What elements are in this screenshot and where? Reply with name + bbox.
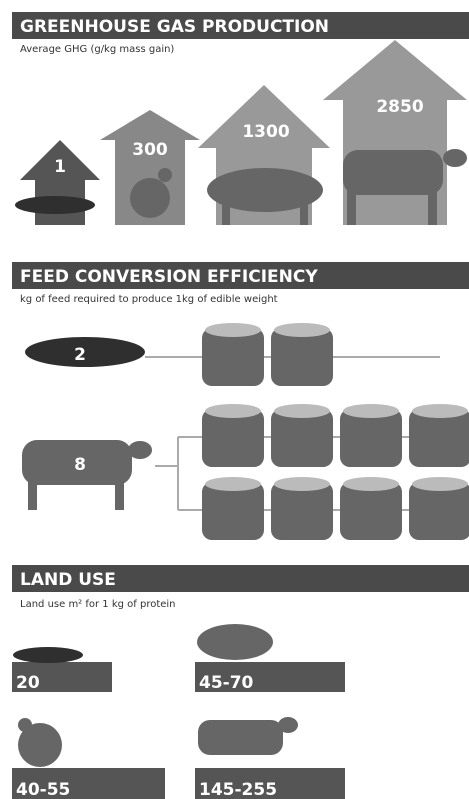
feed-bag-top: [274, 404, 330, 418]
feed-bag-top: [343, 477, 399, 491]
animal-silhouettes: [13, 624, 298, 767]
header-bar: [12, 565, 469, 592]
header-bar: [12, 12, 469, 39]
grass-bars: [12, 662, 345, 799]
section-subtitle: Average GHG (g/kg mass gain): [20, 44, 174, 55]
value-label: 20: [16, 673, 40, 693]
section-title: LAND USE: [20, 570, 116, 590]
value-label: 2850: [376, 97, 423, 117]
section-subtitle: Land use m² for 1 kg of protein: [20, 599, 176, 610]
feed-bag: [340, 409, 402, 467]
feed-bag: [271, 409, 333, 467]
feed-bag-top: [205, 323, 261, 337]
value-label: 300: [132, 140, 168, 160]
feed-bag: [202, 409, 264, 467]
section-title: FEED CONVERSION EFFICIENCY: [20, 267, 318, 287]
feed-bags: [202, 323, 469, 540]
section-subtitle: kg of feed required to produce 1kg of ed…: [20, 294, 278, 305]
value-label: 1300: [242, 122, 289, 142]
value-label: 145-255: [199, 780, 277, 799]
animal-silhouettes: [15, 149, 467, 225]
feed-bag-top: [274, 477, 330, 491]
feed-bag: [409, 409, 469, 467]
feed-bag: [271, 328, 333, 386]
value-label: 45-70: [199, 673, 254, 693]
feed-bag-top: [412, 404, 468, 418]
feed-bag-top: [412, 477, 468, 491]
section-title: GREENHOUSE GAS PRODUCTION: [20, 17, 329, 37]
feed-bag: [271, 482, 333, 540]
feed-bag: [202, 482, 264, 540]
feed-bag-top: [343, 404, 399, 418]
feed-bag-top: [205, 404, 261, 418]
value-label: 8: [74, 455, 86, 475]
feed-bag: [340, 482, 402, 540]
feed-bag: [202, 328, 264, 386]
value-label: 1: [54, 157, 66, 177]
header-bar: [12, 262, 469, 289]
feed-bag-top: [205, 477, 261, 491]
animal-silhouettes: [22, 337, 152, 510]
value-label: 40-55: [16, 780, 70, 799]
feed-bag-top: [274, 323, 330, 337]
feed-bag: [409, 482, 469, 540]
value-label: 2: [74, 345, 86, 365]
